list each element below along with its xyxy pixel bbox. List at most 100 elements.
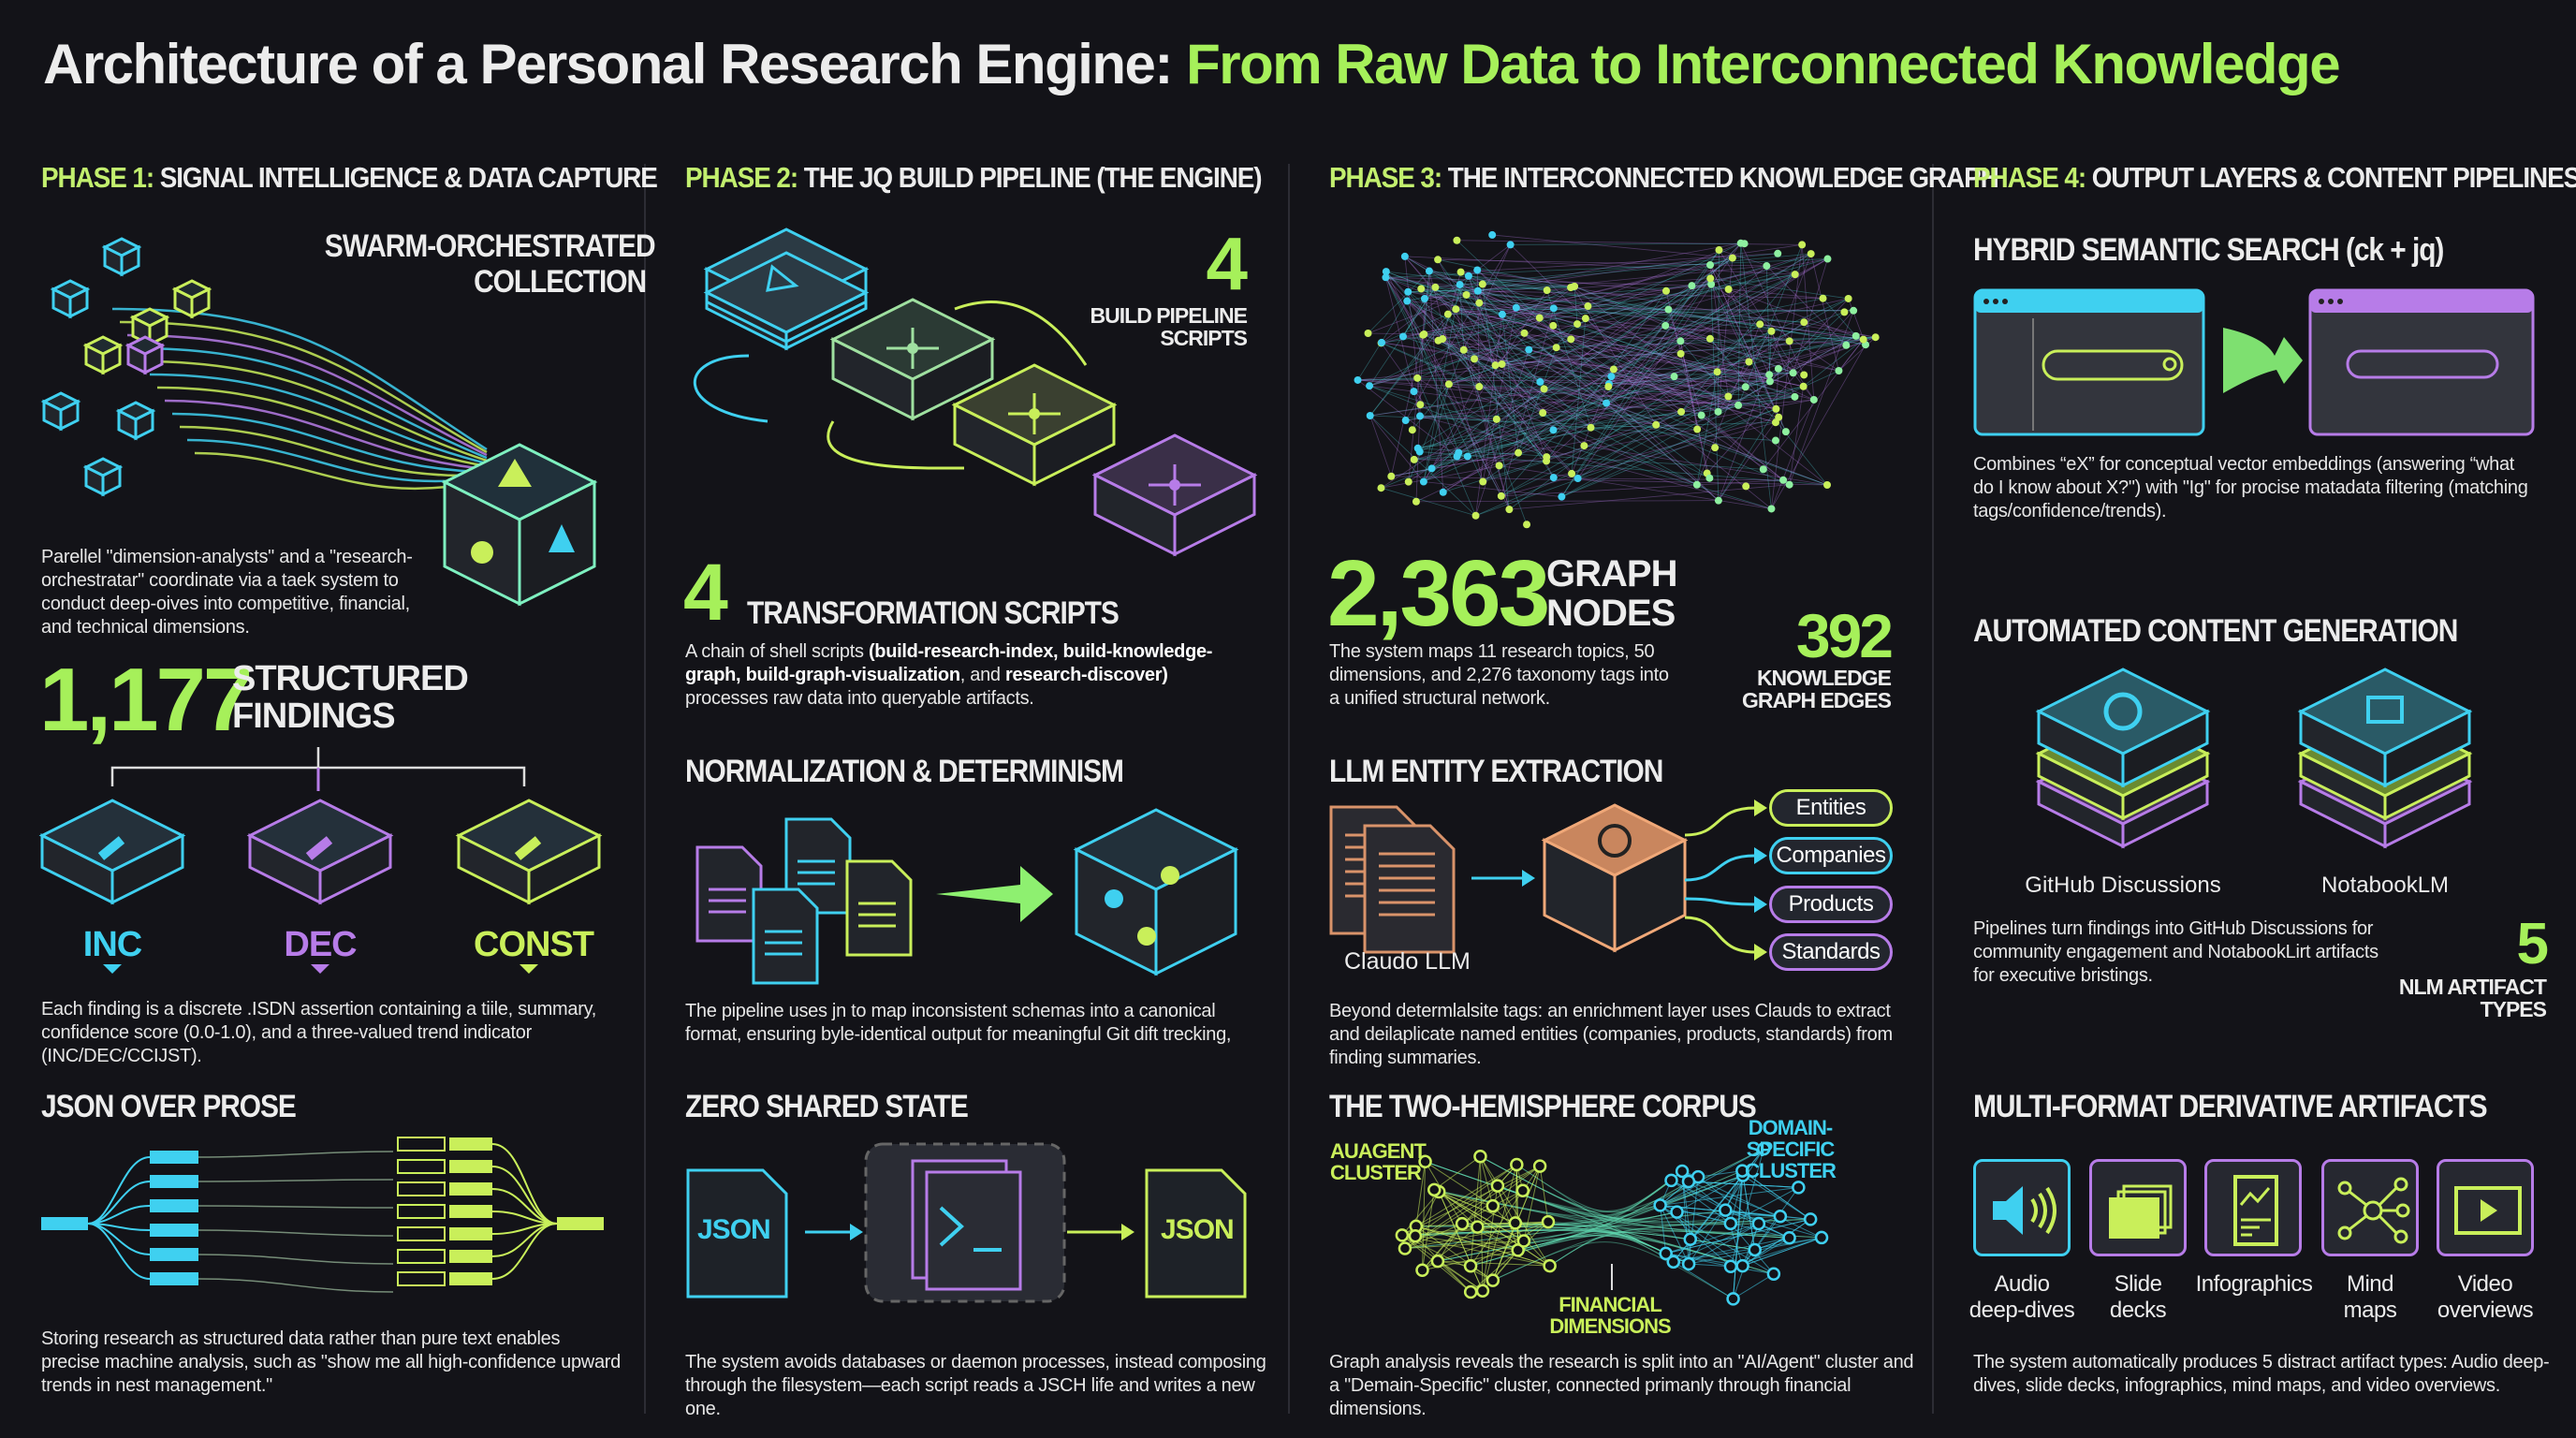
graph-edge xyxy=(1468,275,1496,366)
cluster-edge xyxy=(1415,1225,1494,1282)
iso-box-side xyxy=(1613,838,1687,953)
graph-node xyxy=(1789,369,1797,377)
graph-edge xyxy=(1495,336,1876,366)
graph-edge xyxy=(1515,286,1572,309)
two-hemisphere-diagram xyxy=(1395,1141,1829,1306)
flow-line xyxy=(198,1179,394,1182)
graph-edge xyxy=(1608,242,1742,388)
graph-nodes-count: 2,363 xyxy=(1327,541,1550,646)
arrow-head-icon xyxy=(1754,847,1767,864)
graph-edge xyxy=(1608,242,1742,385)
bridge-edge xyxy=(1517,1231,1755,1251)
graph-edges-count: 392 xyxy=(1795,601,1894,670)
video-icon xyxy=(2454,1186,2522,1235)
graph-edge xyxy=(1442,258,1828,493)
bridge-edge xyxy=(1517,1211,1677,1251)
cluster-node xyxy=(1510,1157,1524,1172)
trend-diagram xyxy=(38,747,603,974)
graph-edge xyxy=(1448,383,1795,398)
graph-edge xyxy=(1492,234,1733,258)
graph-edge xyxy=(1585,317,1784,481)
graph-edge xyxy=(1561,335,1856,497)
graph-edge xyxy=(1417,381,1770,449)
graph-edge xyxy=(1740,242,1805,375)
graph-edge xyxy=(1718,253,1812,501)
graph-node xyxy=(1779,476,1788,484)
window-dot xyxy=(2319,299,2324,304)
graph-edge xyxy=(1590,278,1711,428)
iso-box-side xyxy=(1173,473,1256,557)
graph-node xyxy=(1539,409,1547,418)
cluster-node xyxy=(1463,1258,1478,1273)
cluster-edge xyxy=(1401,1234,1550,1267)
pipeline-count: 4 xyxy=(1206,222,1249,305)
flow-line xyxy=(491,1223,558,1280)
json-key-block xyxy=(150,1272,198,1285)
cluster-node xyxy=(1653,1198,1667,1212)
cluster-edge xyxy=(1482,1164,1517,1291)
json-file-icon xyxy=(686,1168,788,1299)
graph-edge xyxy=(1482,307,1517,482)
graph-edge xyxy=(1435,286,1467,296)
graph-node xyxy=(1584,302,1592,311)
flow-line xyxy=(491,1143,558,1225)
graph-node xyxy=(1444,380,1453,389)
json-key-block xyxy=(150,1224,198,1237)
graph-edge xyxy=(1573,286,1657,425)
graph-edge xyxy=(1408,286,1572,293)
cluster-node xyxy=(1511,1243,1525,1257)
graph-edge xyxy=(1404,256,1795,275)
zero-state-description: The system avoids databases or daemon pr… xyxy=(685,1352,1266,1419)
graph-edge xyxy=(1740,242,1772,509)
graph-edge xyxy=(1357,377,1418,381)
graph-node xyxy=(1505,506,1514,514)
graph-edge xyxy=(1477,290,1720,501)
graph-node xyxy=(1715,246,1723,255)
graph-edge xyxy=(1419,451,1828,486)
graph-edge xyxy=(1838,336,1876,372)
graph-node xyxy=(1767,505,1776,513)
graph-edge xyxy=(1385,271,1739,406)
hybrid-search-title: HYBRID SEMANTIC SEARCH (ck + jq) xyxy=(1973,232,2444,268)
graph-edge xyxy=(1680,341,1729,397)
graph-edge xyxy=(1460,271,1484,285)
cluster-left-label: AUAGENT CLUSTER xyxy=(1330,1139,1427,1185)
entity-pill-companies: Companies xyxy=(1769,837,1893,874)
column-divider xyxy=(1932,164,1934,1414)
graph-edge xyxy=(1419,273,1795,452)
graph-edge xyxy=(1421,288,1554,309)
cluster-node xyxy=(1515,1183,1530,1197)
graph-edge xyxy=(1357,379,1682,413)
graph-edge xyxy=(1573,286,1749,362)
cluster-node xyxy=(1814,1230,1829,1245)
graph-edge xyxy=(1424,298,1443,340)
graph-edge xyxy=(1477,290,1547,458)
graph-node xyxy=(1543,453,1551,462)
cluster-node xyxy=(1723,1216,1738,1231)
graph-node xyxy=(1558,492,1566,501)
graph-node xyxy=(1415,448,1424,456)
json-key-block xyxy=(150,1199,198,1212)
graph-node xyxy=(1475,383,1484,391)
graph-node xyxy=(1781,428,1790,436)
graph-edge xyxy=(1665,290,1710,478)
graph-edge xyxy=(1402,286,1436,337)
graph-edge xyxy=(1357,372,1793,381)
page-title: Architecture of a Personal Research Engi… xyxy=(43,33,2341,95)
json-value-block xyxy=(449,1160,492,1173)
graph-node xyxy=(1664,305,1673,314)
json-value-block xyxy=(449,1250,492,1263)
graph-edge xyxy=(1524,332,1770,382)
graph-edge xyxy=(1390,334,1424,477)
bridge-edge xyxy=(1523,1204,1661,1241)
phase3-header: PHASE 3: THE INTERCONNECTED KNOWLEDGE GR… xyxy=(1329,161,1999,194)
graph-node xyxy=(1403,297,1412,305)
cluster-edge xyxy=(1742,1170,1811,1220)
graph-nodes-label: GRAPH NODES xyxy=(1546,553,1677,634)
graph-edge xyxy=(1369,308,1456,417)
swarm-link xyxy=(156,386,488,468)
pipeline-illustration xyxy=(694,227,1258,557)
cluster-node xyxy=(1659,1246,1673,1261)
cluster-node xyxy=(1803,1212,1818,1226)
swarm-link xyxy=(179,425,488,477)
